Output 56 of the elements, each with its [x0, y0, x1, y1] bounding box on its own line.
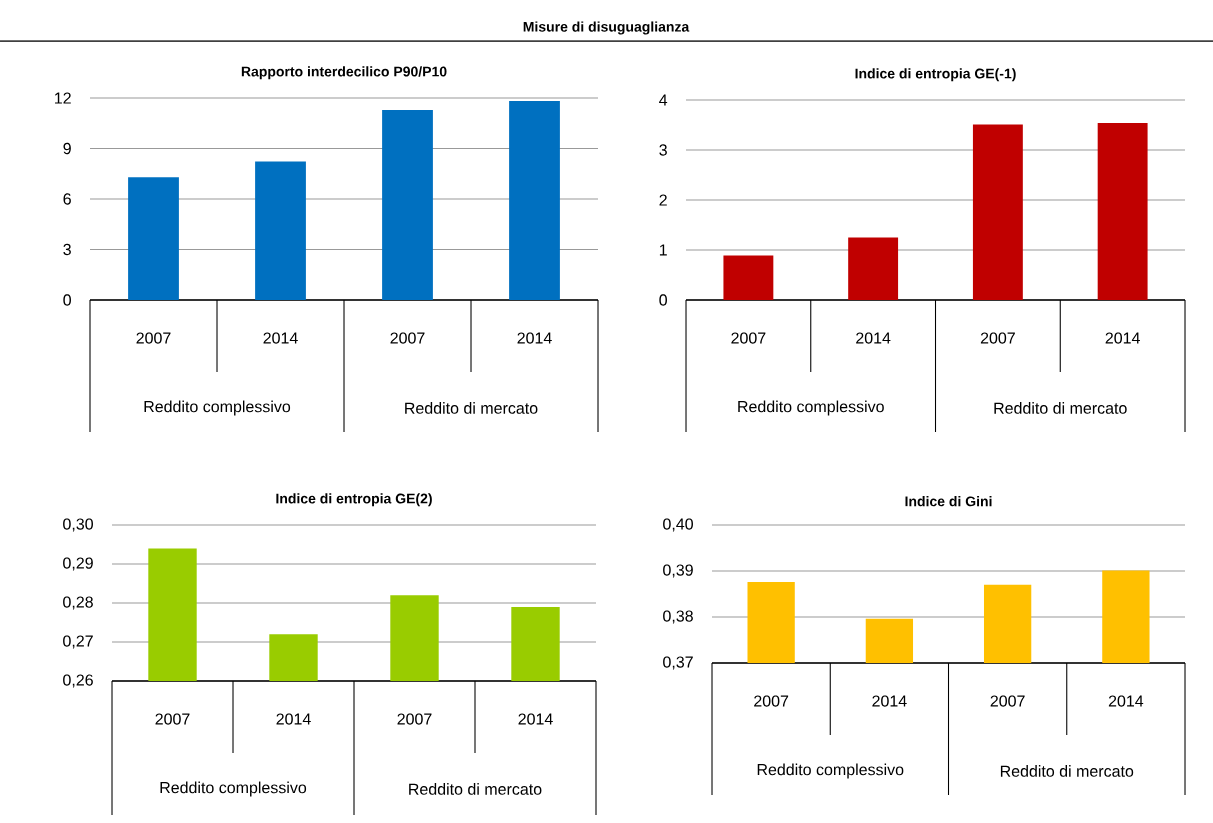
text: Misure di disuguaglianza	[523, 21, 690, 35]
bar	[723, 255, 774, 300]
y-tick-label: 3	[63, 243, 71, 256]
chart-title: Indice di entropia GE(-1)	[855, 68, 1016, 82]
y-tick-label: 0	[63, 294, 71, 306]
x-tick-label: 2007	[754, 695, 789, 707]
text: Reddito complessivo	[144, 400, 291, 416]
text: Reddito complessivo	[738, 400, 884, 416]
x-tick-label: 2007	[397, 713, 432, 725]
text: Reddito complessivo	[160, 781, 307, 797]
bar	[509, 101, 560, 300]
y-tick-label: 6	[63, 193, 71, 205]
y-tick-label: 0,29	[63, 557, 93, 571]
bar	[1097, 122, 1148, 300]
text: Reddito di mercato	[409, 783, 542, 795]
x-tick-label: 2007	[155, 713, 190, 725]
y-tick-label: 4	[659, 94, 668, 106]
y-tick-label: 0,40	[663, 518, 693, 532]
x-tick-label: 2007	[390, 332, 425, 344]
y-tick-label: 1	[659, 244, 667, 256]
y-tick-label: 0,30	[63, 518, 93, 532]
bar	[128, 177, 179, 300]
bar	[972, 124, 1023, 300]
x-tick-label: 2014	[276, 713, 311, 725]
x-tick-label: 2007	[731, 332, 766, 344]
text: Reddito di mercato	[1000, 765, 1134, 777]
y-tick-label: 0,28	[63, 596, 93, 610]
y-tick-label: 3	[659, 144, 667, 156]
x-tick-label: 2014	[517, 332, 552, 344]
y-tick-label: 0	[659, 294, 667, 306]
bar	[848, 237, 899, 300]
x-tick-label: 2014	[872, 695, 907, 707]
bar	[382, 109, 433, 300]
x-tick-label: 2007	[980, 332, 1015, 344]
text: Reddito di mercato	[994, 402, 1127, 414]
chart-title: Rapporto interdecilico P90/P10	[241, 66, 447, 80]
x-tick-label: 2014	[263, 332, 298, 344]
x-tick-label: 2007	[136, 332, 171, 344]
y-tick-label: 0,38	[663, 610, 693, 624]
text: Reddito di mercato	[405, 402, 538, 414]
y-tick-label: 0,37	[663, 656, 693, 670]
text: Reddito complessivo	[757, 763, 904, 779]
x-tick-label: 2014	[518, 713, 553, 725]
y-tick-label: 0,27	[63, 635, 93, 649]
y-tick-label: 9	[63, 142, 71, 155]
y-tick-label: 0,26	[63, 674, 93, 688]
y-tick-label: 2	[659, 194, 667, 206]
x-tick-label: 2014	[1108, 695, 1144, 707]
chart-title: Indice di entropia GE(2)	[276, 493, 432, 507]
x-tick-label: 2014	[856, 332, 891, 344]
x-tick-label: 2007	[990, 695, 1025, 707]
y-tick-label: 0,39	[663, 564, 693, 578]
y-tick-label: 12	[55, 92, 71, 104]
x-tick-label: 2014	[1105, 332, 1140, 344]
chart-title: Indice di Gini	[905, 496, 992, 507]
bar	[255, 161, 306, 300]
